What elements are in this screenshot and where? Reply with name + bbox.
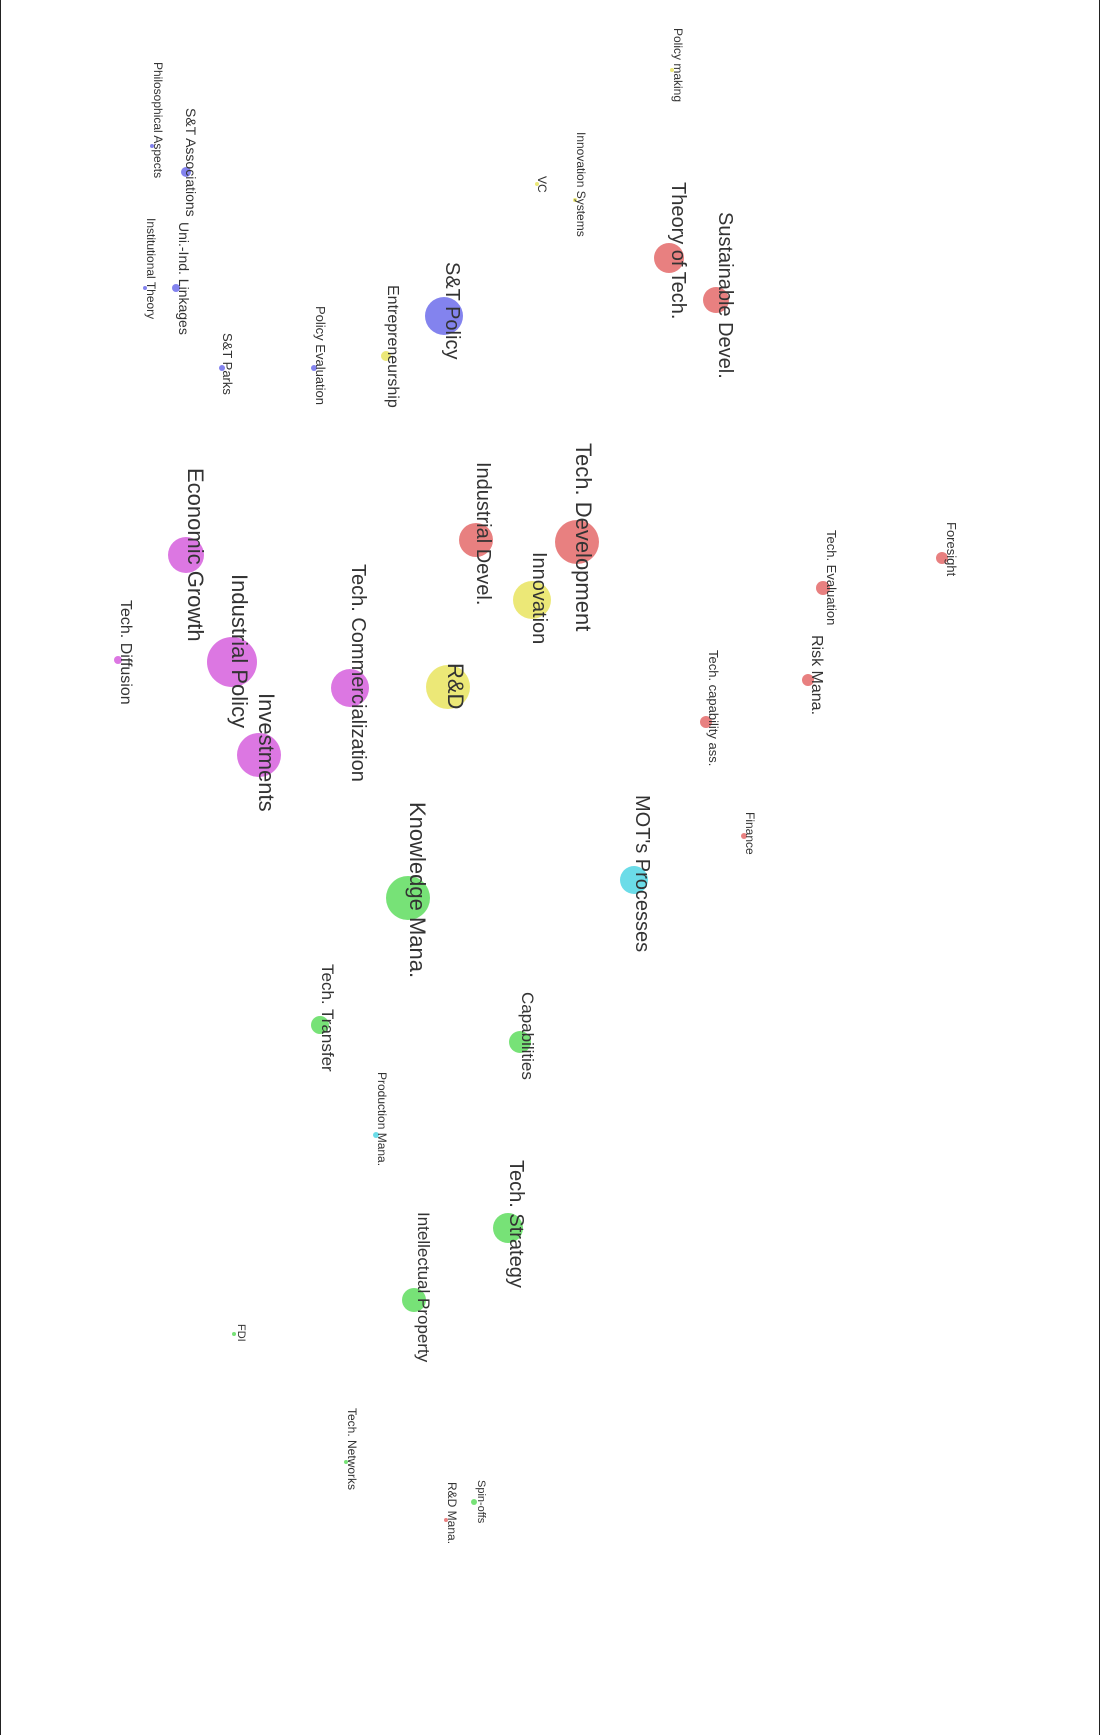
node-economic-growth[interactable]	[168, 537, 204, 573]
node-label-intellectual-property: Intellectual Property	[414, 1212, 433, 1363]
node-label-tech-strategy: Tech. Strategy	[505, 1160, 527, 1288]
node-label-institutional-theory: Institutional Theory	[144, 218, 158, 320]
node-innovation[interactable]	[513, 581, 551, 619]
node-label-industrial-policy: Industrial Policy	[227, 574, 252, 729]
node-finance[interactable]	[741, 833, 747, 839]
node-label-tech-diffusion: Tech. Diffusion	[117, 600, 134, 705]
node-spin-offs[interactable]	[471, 1499, 477, 1505]
node-r-and-d[interactable]	[426, 665, 470, 709]
node-label-innovation: Innovation	[528, 552, 550, 645]
node-st-associations[interactable]	[181, 167, 191, 177]
node-policy-evaluation[interactable]	[311, 365, 317, 371]
node-foresight[interactable]	[936, 552, 948, 564]
node-label-risk-mana: Risk Mana.	[808, 635, 825, 716]
node-tech-commercialization[interactable]	[331, 669, 369, 707]
node-label-vc: VC	[535, 176, 549, 193]
node-theory-of-tech[interactable]	[654, 243, 684, 273]
node-entrepreneurship[interactable]	[381, 351, 391, 361]
node-uni-ind-linkages[interactable]	[172, 284, 180, 292]
node-label-economic-growth: Economic Growth	[183, 468, 208, 642]
node-label-tech-networks: Tech. Networks	[345, 1408, 359, 1491]
node-institutional-theory[interactable]	[143, 286, 147, 290]
node-label-tech-capability-ass: Tech. capability ass.	[706, 650, 721, 767]
node-label-sustainable-devel: Sustainable Devel.	[714, 212, 736, 379]
node-label-production-mana: Production Mana.	[375, 1072, 389, 1167]
node-vc[interactable]	[535, 182, 539, 186]
node-label-policy-evaluation: Policy Evaluation	[313, 306, 328, 405]
node-label-policy-making: Policy making	[671, 28, 685, 103]
node-label-r-and-d: R&D	[443, 663, 468, 710]
node-label-knowledge-mana: Knowledge Mana.	[405, 802, 430, 979]
node-mots-processes[interactable]	[620, 866, 648, 894]
node-tech-diffusion[interactable]	[114, 656, 122, 664]
node-label-capabilities: Capabilities	[518, 992, 537, 1080]
node-intellectual-property[interactable]	[402, 1288, 426, 1312]
node-industrial-devel[interactable]	[459, 523, 493, 557]
node-innovation-systems[interactable]	[573, 198, 577, 202]
node-label-fdi: FDI	[235, 1324, 247, 1342]
node-label-tech-commercialization: Tech. Commercialization	[347, 564, 369, 782]
node-label-philosophical-aspects: Philosophical Aspects	[151, 62, 165, 179]
node-investments[interactable]	[237, 733, 281, 777]
node-label-st-policy: S&T Policy	[441, 262, 463, 360]
node-production-mana[interactable]	[373, 1132, 379, 1138]
node-label-r-and-d-mana: R&D Mana.	[445, 1482, 459, 1545]
node-st-parks[interactable]	[219, 365, 225, 371]
node-tech-networks[interactable]	[344, 1460, 348, 1464]
node-r-and-d-mana[interactable]	[444, 1518, 448, 1522]
node-label-st-parks: S&T Parks	[220, 333, 235, 395]
node-label-spin-offs: Spin-offs	[475, 1480, 487, 1524]
node-label-industrial-devel: Industrial Devel.	[472, 462, 494, 606]
node-tech-strategy[interactable]	[493, 1213, 523, 1243]
node-tech-development[interactable]	[555, 520, 599, 564]
node-label-mots-processes: MOT's Processes	[631, 795, 653, 953]
node-knowledge-mana[interactable]	[386, 876, 430, 920]
node-label-tech-evaluation: Tech. Evaluation	[824, 530, 839, 626]
node-label-investments: Investments	[254, 693, 279, 812]
node-label-tech-development: Tech. Development	[571, 443, 596, 632]
node-label-entrepreneurship: Entrepreneurship	[384, 285, 401, 408]
node-label-foresight: Foresight	[944, 522, 959, 577]
node-philosophical-aspects[interactable]	[150, 144, 154, 148]
node-industrial-policy[interactable]	[207, 637, 257, 687]
node-label-uni-ind-linkages: Uni.-Ind. Linkages	[176, 222, 192, 335]
node-label-theory-of-tech: Theory of Tech.	[667, 182, 689, 320]
node-sustainable-devel[interactable]	[703, 287, 729, 313]
node-fdi[interactable]	[232, 1332, 236, 1336]
node-policy-making[interactable]	[670, 68, 674, 72]
node-label-innovation-systems: Innovation Systems	[574, 132, 588, 237]
node-risk-mana[interactable]	[802, 674, 814, 686]
node-label-st-associations: S&T Associations	[183, 108, 199, 217]
node-tech-evaluation[interactable]	[816, 581, 830, 595]
node-tech-capability-ass[interactable]	[700, 716, 712, 728]
node-tech-transfer[interactable]	[311, 1016, 329, 1034]
node-st-policy[interactable]	[425, 297, 463, 335]
node-label-tech-transfer: Tech. Transfer	[318, 964, 337, 1072]
node-capabilities[interactable]	[509, 1031, 531, 1053]
node-label-finance: Finance	[743, 812, 757, 855]
